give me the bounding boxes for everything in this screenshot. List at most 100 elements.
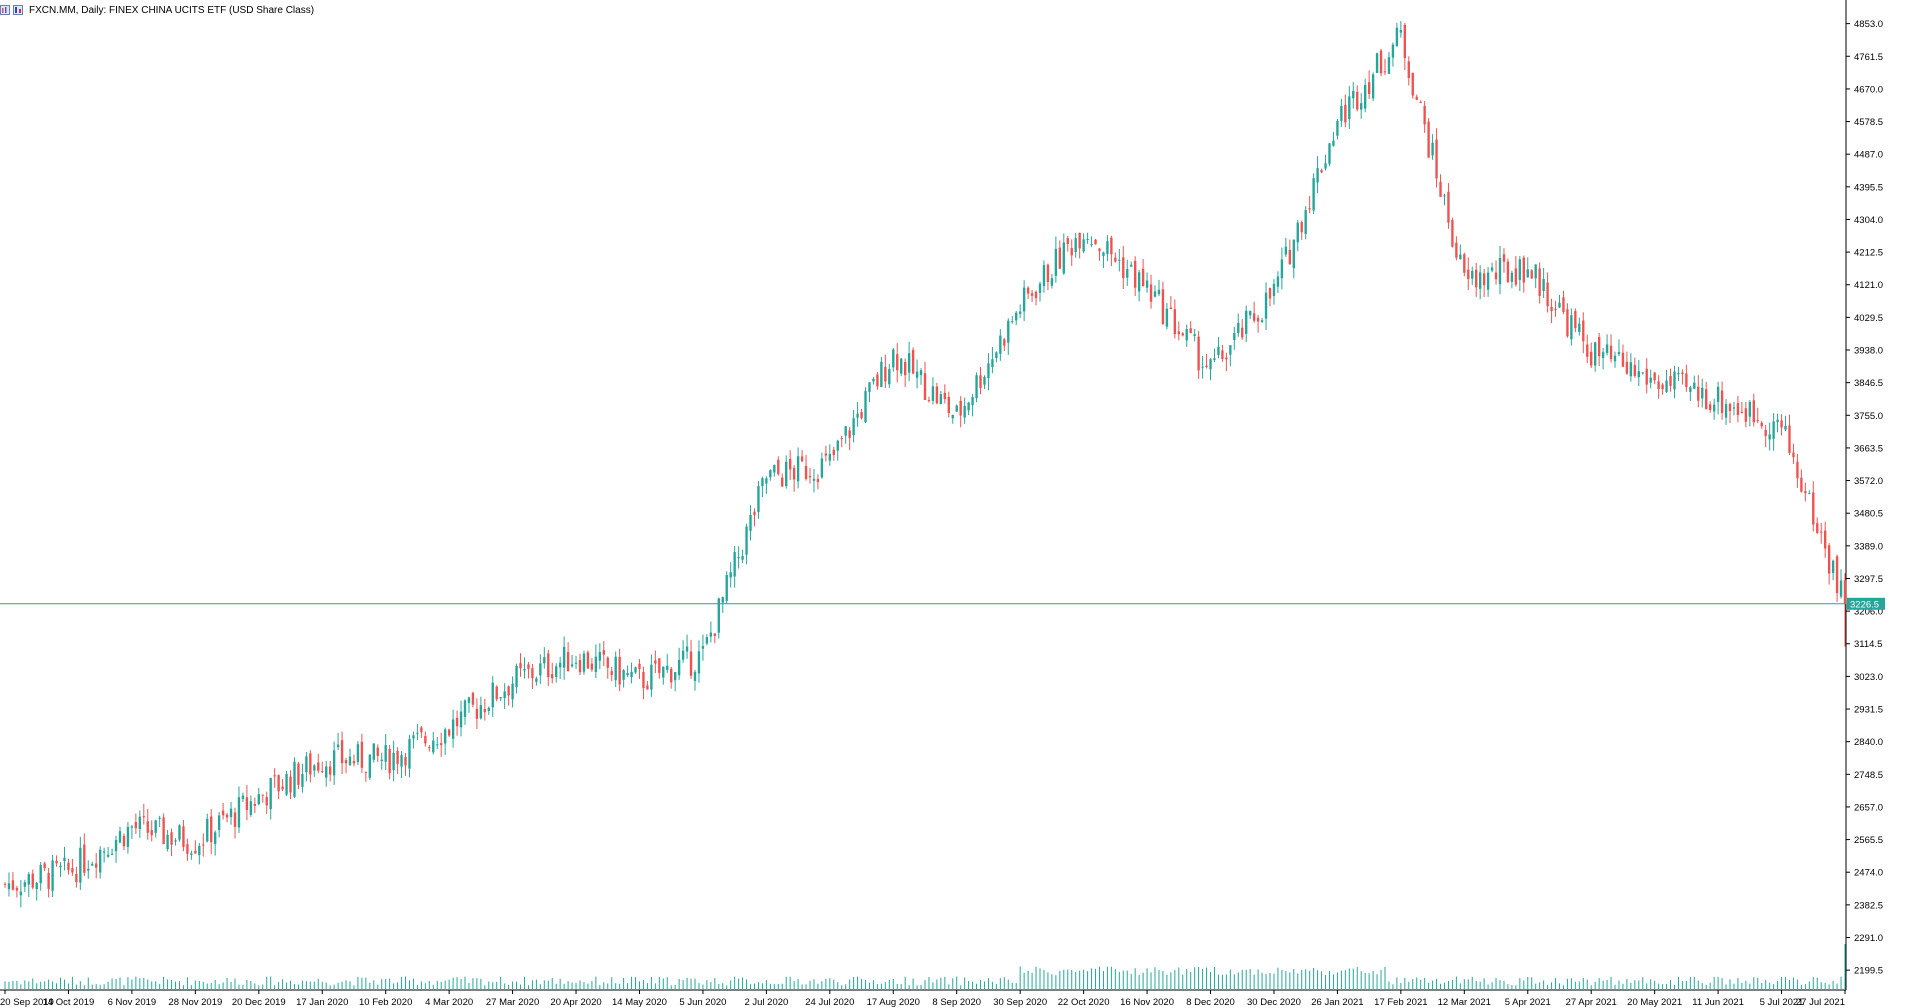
candle-body <box>1363 84 1367 109</box>
candle-body <box>253 803 257 806</box>
chart-window-icon[interactable] <box>0 5 10 15</box>
candle-body <box>1149 284 1153 302</box>
candle-body <box>269 777 272 810</box>
x-tick-label: 14 Oct 2019 <box>43 997 95 1008</box>
x-tick-label: 5 Jul 2021 <box>1760 997 1804 1008</box>
current-price-label: 3226.5 <box>1850 599 1879 610</box>
candle-body <box>158 817 161 819</box>
candle-body <box>1494 272 1498 280</box>
y-tick-label: 2657.0 <box>1854 802 1883 813</box>
y-tick-label: 2382.5 <box>1854 900 1883 911</box>
candle-body <box>1665 380 1668 392</box>
candle-body <box>126 826 130 847</box>
candle-body <box>174 840 177 842</box>
y-tick-label: 3755.0 <box>1854 411 1883 422</box>
candle-body <box>356 744 360 763</box>
candle-body <box>1621 352 1625 367</box>
candle-body <box>1482 273 1486 286</box>
candle-body <box>773 464 776 473</box>
chart-bars-icon[interactable] <box>13 5 23 15</box>
candle-body <box>1185 329 1188 341</box>
candle-body <box>1102 252 1105 256</box>
candle-body <box>955 405 958 412</box>
candle-body <box>543 657 546 664</box>
candle-body <box>792 467 796 480</box>
candle-body <box>443 729 447 744</box>
candle-body <box>1015 312 1018 321</box>
candle-body <box>1843 580 1847 604</box>
x-tick-label: 20 Dec 2019 <box>232 997 286 1008</box>
x-tick-label: 5 Jun 2020 <box>679 997 726 1008</box>
candle-body <box>931 386 935 401</box>
candle-body <box>249 801 253 815</box>
candle-body <box>182 826 185 847</box>
y-tick-label: 4121.0 <box>1854 280 1883 291</box>
candle-body <box>800 456 804 462</box>
candle-body <box>896 354 899 371</box>
candle-body <box>1213 358 1216 360</box>
y-tick-label: 4487.0 <box>1854 150 1883 161</box>
candle-body <box>336 744 340 748</box>
candle-body <box>432 740 435 753</box>
x-tick-label: 8 Sep 2020 <box>932 997 981 1008</box>
x-tick-label: 8 Dec 2020 <box>1186 997 1235 1008</box>
candle-body <box>828 454 832 461</box>
candle-body <box>1284 246 1288 255</box>
candle-body <box>1447 191 1450 223</box>
candle-body <box>1173 309 1177 335</box>
candle-body <box>999 335 1002 354</box>
candle-body <box>114 839 118 852</box>
candle-body <box>1114 257 1117 262</box>
y-tick-label: 2474.0 <box>1854 868 1883 879</box>
candle-body <box>582 653 586 672</box>
y-tick-label: 3297.5 <box>1854 574 1883 585</box>
candle-body <box>428 747 431 749</box>
candle-body <box>400 755 403 767</box>
candle-body <box>733 552 736 577</box>
candle-body <box>1586 344 1589 357</box>
x-tick-label: 5 Apr 2021 <box>1505 997 1551 1008</box>
candle-body <box>1411 72 1414 96</box>
candle-body <box>376 747 379 756</box>
candle-body <box>217 815 221 831</box>
candle-body <box>1467 269 1470 280</box>
x-tick-label: 17 Aug 2020 <box>867 997 920 1008</box>
y-tick-label: 3938.0 <box>1854 346 1883 357</box>
y-tick-label: 4304.0 <box>1854 215 1883 226</box>
candle-body <box>404 757 407 766</box>
candle-body <box>221 810 225 816</box>
candle-body <box>1098 248 1101 252</box>
candle-body <box>471 692 475 705</box>
candle-body <box>1106 241 1109 254</box>
chart-header: FXCN.MM, Daily: FINEX CHINA UCITS ETF (U… <box>0 3 314 17</box>
candle-body <box>63 857 66 862</box>
candle-body <box>535 678 538 682</box>
candle-body <box>1812 492 1815 525</box>
y-tick-label: 3846.5 <box>1854 378 1883 389</box>
candle-body <box>666 665 669 670</box>
candle-body <box>1518 259 1522 280</box>
candle-body <box>1804 491 1807 494</box>
candle-body <box>1308 208 1311 210</box>
candle-body <box>1558 302 1561 308</box>
candle-body <box>709 632 713 637</box>
candle-body <box>241 795 245 799</box>
candle-body <box>1645 368 1648 385</box>
candle-body <box>658 658 661 673</box>
candle-body <box>1367 82 1371 95</box>
candle-body <box>491 682 494 708</box>
candle-body <box>1034 291 1038 299</box>
candle-body <box>384 745 387 762</box>
y-tick-label: 3023.0 <box>1854 672 1883 683</box>
x-tick-label: 27 Mar 2020 <box>486 997 539 1008</box>
candle-body <box>420 727 423 733</box>
candle-body <box>507 686 510 696</box>
x-tick-label: 27 Jul 2021 <box>1796 997 1845 1008</box>
y-tick-label: 4761.5 <box>1854 52 1883 63</box>
candle-body <box>210 816 213 843</box>
candle-body <box>1074 238 1077 253</box>
candle-body <box>479 705 483 719</box>
y-tick-label: 4029.5 <box>1854 313 1883 324</box>
candle-body <box>697 651 701 674</box>
